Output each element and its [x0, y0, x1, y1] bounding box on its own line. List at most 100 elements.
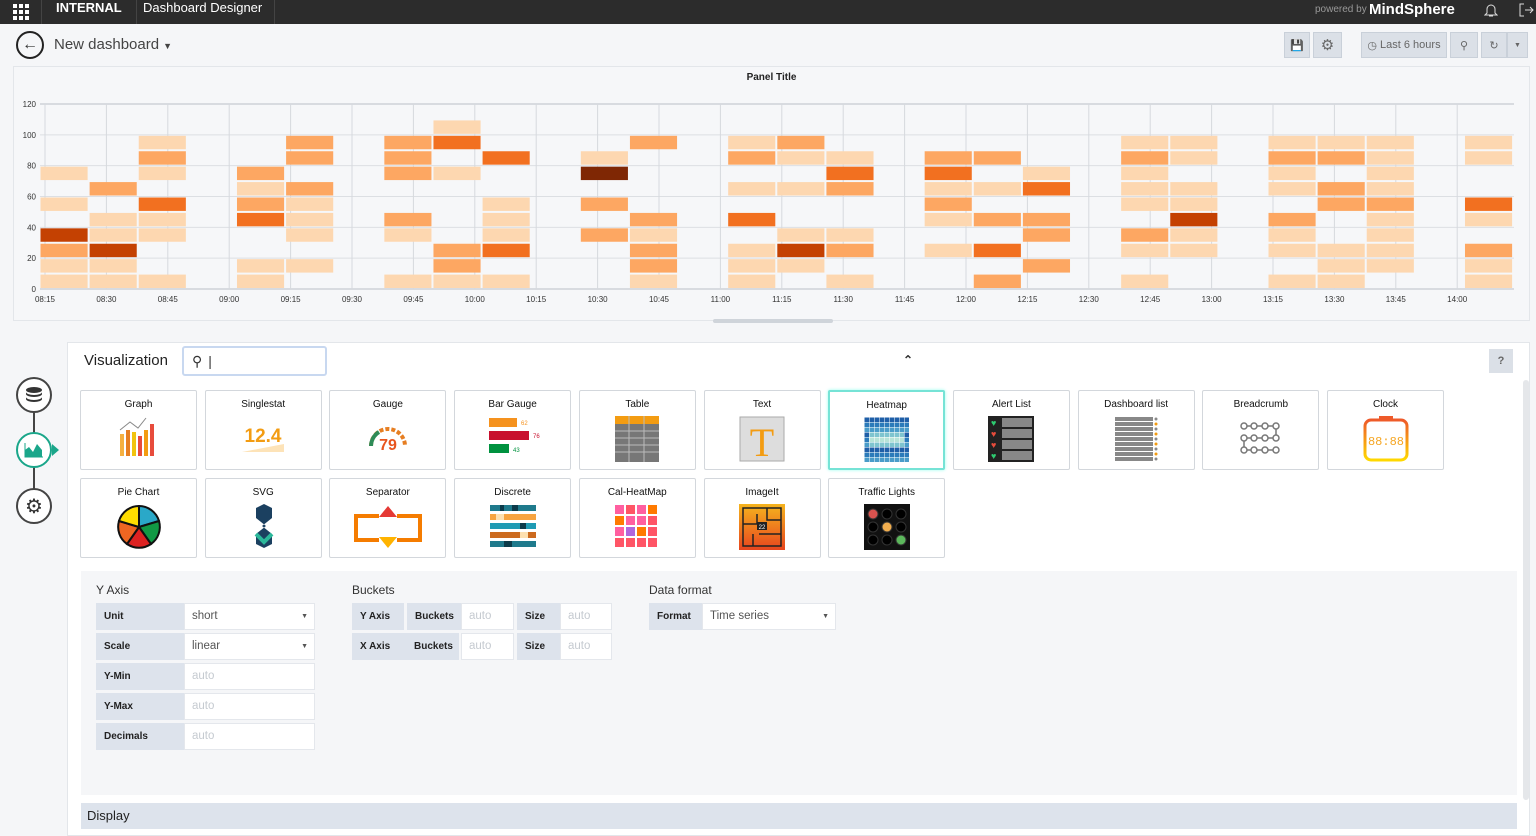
step-queries[interactable]: [16, 377, 52, 413]
heatmap-cell: [433, 274, 481, 288]
heatmap-cell: [1170, 151, 1218, 165]
viz-tile-alert-list[interactable]: Alert List ♥ ♥ ♥ ♥: [952, 390, 1070, 470]
y-size-input[interactable]: auto: [560, 603, 612, 630]
chevron-down-icon: ▼: [163, 41, 172, 51]
x-tick-label: 09:15: [281, 295, 302, 304]
discrete-icon: [455, 504, 570, 550]
chevron-down-icon: ▼: [1514, 41, 1521, 49]
heatmap-cell: [728, 259, 776, 273]
visualization-search-input[interactable]: ⚲ |: [182, 346, 327, 376]
x-size-input[interactable]: auto: [560, 633, 612, 660]
viz-tile-traffic-lights[interactable]: Traffic Lights: [828, 478, 946, 558]
gauge-icon: 79: [330, 416, 445, 456]
viz-tile-heatmap[interactable]: Heatmap: [828, 390, 946, 470]
notification-bell-icon[interactable]: [1483, 2, 1499, 21]
ymax-input[interactable]: auto: [184, 693, 315, 720]
x-tick-label: 13:15: [1263, 295, 1284, 304]
viz-tile-text[interactable]: Text T: [703, 390, 821, 470]
gear-wrench-icon: ⚙: [16, 488, 52, 524]
heatmap-cell: [89, 182, 137, 196]
heatmap-cell: [728, 151, 776, 165]
x-tick-label: 08:45: [158, 295, 179, 304]
time-range-picker[interactable]: ◷ Last 6 hours: [1361, 32, 1447, 58]
heatmap-cell: [1121, 166, 1169, 181]
viz-tile-separator[interactable]: Separator: [329, 478, 447, 558]
heatmap-cell: [629, 243, 678, 258]
caret-down-icon: ▼: [822, 613, 829, 620]
svg-text:T: T: [750, 420, 774, 462]
collapse-chevron-icon[interactable]: ⌃: [903, 353, 914, 367]
viz-tile-singlestat[interactable]: Singlestat 12.4: [204, 390, 322, 470]
y-tick-label: 120: [23, 100, 37, 109]
viz-tile-label: Breadcrumb: [1233, 399, 1289, 410]
x-tick-label: 13:00: [1202, 295, 1223, 304]
scrollbar[interactable]: [1523, 380, 1529, 800]
viz-tile-pie-chart[interactable]: Pie Chart: [80, 478, 197, 558]
heatmap-cell: [482, 212, 530, 227]
heatmap-cell: [1366, 243, 1414, 258]
logout-icon[interactable]: [1518, 2, 1534, 21]
app-title[interactable]: Dashboard Designer: [131, 0, 276, 24]
panel-title[interactable]: Panel Title: [746, 72, 797, 83]
heatmap-cell: [1317, 197, 1365, 211]
display-section-header[interactable]: Display: [81, 803, 1517, 829]
x-buckets-input[interactable]: auto: [461, 633, 514, 660]
heatmap-cell: [40, 166, 88, 181]
save-icon: 💾: [1290, 39, 1304, 52]
heatmap-cell: [433, 259, 481, 273]
heatmap-cell: [482, 197, 530, 211]
viz-tile-imageit[interactable]: ImageIt 22: [703, 478, 821, 558]
x-tick-label: 10:15: [526, 295, 547, 304]
heatmap-cell: [1022, 228, 1071, 242]
app-launcher-icon[interactable]: [0, 0, 42, 24]
panel-resize-handle[interactable]: [713, 319, 833, 323]
ymin-input[interactable]: auto: [184, 663, 315, 690]
viz-tile-breadcrumb[interactable]: Breadcrumb: [1202, 390, 1320, 470]
decimals-input[interactable]: auto: [184, 723, 315, 750]
viz-tile-cal-heatmap[interactable]: Cal-HeatMap: [578, 478, 696, 558]
heatmap-cell: [1317, 151, 1365, 165]
help-button[interactable]: ?: [1489, 349, 1513, 373]
heatmap-cell: [40, 197, 88, 211]
step-general[interactable]: ⚙: [16, 488, 52, 524]
unit-select[interactable]: short ▼: [184, 603, 315, 630]
step-visualization[interactable]: [16, 432, 59, 468]
viz-tile-clock[interactable]: Clock 88:88: [1327, 390, 1444, 470]
zoom-out-button[interactable]: ⚲: [1450, 32, 1478, 58]
heatmap-cell: [236, 259, 285, 273]
viz-tile-label: Discrete: [494, 487, 531, 498]
format-select[interactable]: Time series ▼: [702, 603, 836, 630]
heatmap-cell: [1366, 166, 1414, 181]
viz-tile-dashboard-list[interactable]: Dashboard list: [1077, 390, 1195, 470]
x-tick-label: 09:00: [219, 295, 240, 304]
heatmap-cell: [924, 166, 972, 181]
back-button[interactable]: ←: [16, 31, 44, 59]
viz-tile-graph[interactable]: Graph: [80, 390, 197, 470]
viz-tile-label: Dashboard list: [1104, 399, 1169, 410]
heatmap-cell: [629, 135, 678, 150]
dashboard-title-dropdown[interactable]: New dashboard ▼: [54, 36, 172, 53]
save-button[interactable]: 💾: [1284, 32, 1310, 58]
viz-tile-discrete[interactable]: Discrete: [454, 478, 572, 558]
heatmap-cell: [40, 243, 88, 258]
y-buckets-input[interactable]: auto: [461, 603, 514, 630]
x-tick-label: 11:30: [833, 295, 853, 304]
settings-button[interactable]: ⚙: [1313, 32, 1342, 58]
viz-tile-svg[interactable]: SVG: [204, 478, 322, 558]
heatmap-cell: [236, 166, 285, 181]
refresh-interval-dropdown[interactable]: ▼: [1507, 32, 1528, 58]
heatmap-cell: [286, 197, 334, 211]
heatmap-cell: [1366, 135, 1414, 150]
y-size-label: Size: [517, 603, 560, 630]
heatmap-cell: [777, 228, 825, 242]
scale-select[interactable]: linear ▼: [184, 633, 315, 660]
y-tick-label: 20: [27, 254, 36, 263]
heatmap-cell: [1317, 259, 1365, 273]
viz-tile-table[interactable]: Table: [578, 390, 696, 470]
viz-tile-gauge[interactable]: Gauge 79: [329, 390, 447, 470]
refresh-button[interactable]: ↻: [1481, 32, 1507, 58]
viz-tile-bar-gauge[interactable]: Bar Gauge 62 76 43: [454, 390, 572, 470]
heatmap-cell: [433, 243, 481, 258]
visualization-heading: Visualization: [84, 352, 168, 369]
singlestat-icon: 12.4: [206, 416, 321, 456]
